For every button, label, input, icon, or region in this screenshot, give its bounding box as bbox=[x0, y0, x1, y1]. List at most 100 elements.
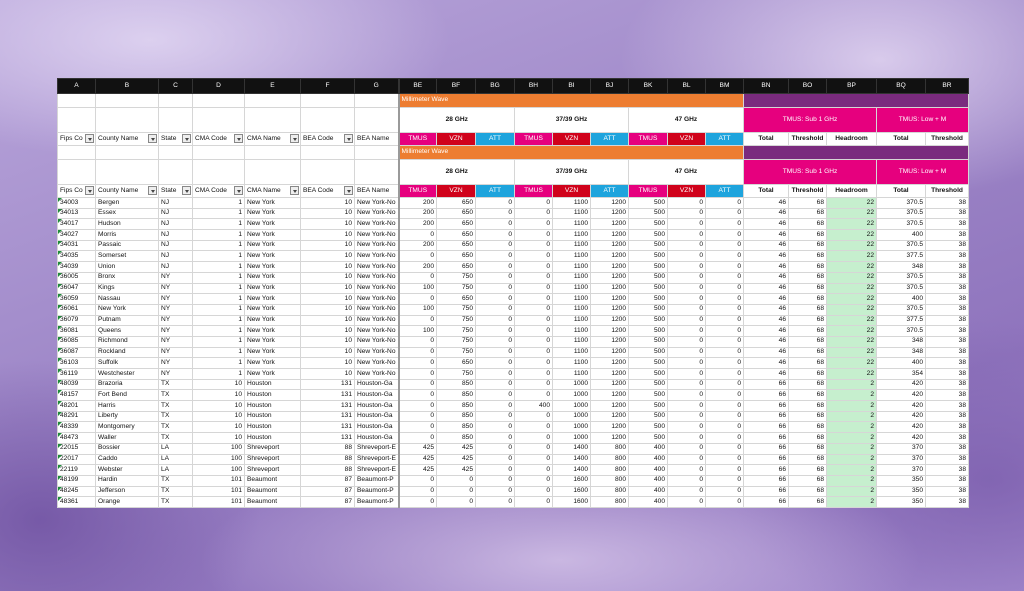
data-row: 34035 Somerset NJ 1 New York 10 New York-No 0 65… bbox=[57, 250, 969, 263]
data-cell: 1000 bbox=[552, 432, 591, 444]
blank-cell bbox=[354, 93, 400, 108]
column-letter: BN bbox=[743, 78, 789, 94]
data-cell: 66 bbox=[743, 410, 789, 423]
data-cell: 10 bbox=[300, 282, 355, 295]
data-cell: 370.5 bbox=[876, 325, 926, 337]
data-cell: 87 bbox=[300, 496, 355, 508]
data-cell: 36061 bbox=[57, 303, 96, 316]
data-cell: 0 bbox=[514, 496, 553, 508]
data-cell: 68 bbox=[788, 229, 827, 241]
data-cell: 400 bbox=[628, 485, 668, 498]
data-cell: 850 bbox=[436, 432, 476, 444]
data-cell: 354 bbox=[876, 368, 926, 380]
data-cell: 2 bbox=[826, 378, 877, 391]
data-cell: 48473 bbox=[57, 432, 96, 444]
data-cell: 0 bbox=[667, 207, 706, 220]
data-cell: 0 bbox=[705, 271, 744, 284]
filter-button[interactable] bbox=[290, 186, 299, 195]
data-cell: 10 bbox=[300, 229, 355, 241]
filter-button[interactable] bbox=[234, 134, 243, 143]
filter-button[interactable] bbox=[182, 134, 191, 143]
data-cell: 850 bbox=[436, 378, 476, 391]
data-cell: 1200 bbox=[590, 335, 629, 348]
data-cell: NY bbox=[158, 357, 193, 369]
data-cell: 0 bbox=[705, 389, 744, 402]
data-cell: 0 bbox=[705, 442, 744, 455]
data-cell: Orange bbox=[95, 496, 159, 508]
data-cell: 650 bbox=[436, 357, 476, 369]
data-cell: 22 bbox=[826, 314, 877, 327]
data-cell: 1 bbox=[192, 261, 245, 273]
data-cell: New York bbox=[244, 282, 301, 295]
data-cell: 420 bbox=[876, 432, 926, 444]
carrier-header: ATT bbox=[705, 184, 744, 198]
data-cell: Essex bbox=[95, 207, 159, 220]
data-cell: New York-No bbox=[354, 207, 400, 220]
filter-button[interactable] bbox=[290, 134, 299, 143]
column-letter: BL bbox=[667, 78, 706, 94]
data-cell: 22 bbox=[826, 346, 877, 359]
filter-button[interactable] bbox=[85, 134, 94, 143]
data-cell: 38 bbox=[925, 218, 969, 231]
data-cell: New York-No bbox=[354, 218, 400, 231]
data-cell: 0 bbox=[475, 496, 515, 508]
data-cell: 0 bbox=[514, 250, 553, 263]
data-cell: 0 bbox=[667, 421, 706, 434]
data-cell: 22 bbox=[826, 250, 877, 263]
data-cell: 0 bbox=[667, 303, 706, 316]
data-cell: New York bbox=[244, 314, 301, 327]
blank-cell bbox=[95, 145, 159, 160]
data-cell: 0 bbox=[514, 346, 553, 359]
data-cell: 10 bbox=[300, 335, 355, 348]
filter-button[interactable] bbox=[148, 134, 157, 143]
data-cell: 46 bbox=[743, 239, 789, 252]
filter-button[interactable] bbox=[85, 186, 94, 195]
data-cell: Hardin bbox=[95, 474, 159, 487]
data-row: 48245 Jefferson TX 101 Beaumont 87 Beaumont-P 0… bbox=[57, 485, 969, 498]
data-cell: 48199 bbox=[57, 474, 96, 487]
data-cell: 1200 bbox=[590, 239, 629, 252]
data-cell: Bergen bbox=[95, 197, 159, 209]
data-cell: 1200 bbox=[590, 303, 629, 316]
data-cell: 46 bbox=[743, 293, 789, 305]
data-cell: 0 bbox=[667, 282, 706, 295]
data-cell: 1100 bbox=[552, 250, 591, 263]
data-cell: 68 bbox=[788, 197, 827, 209]
data-cell: 2 bbox=[826, 400, 877, 412]
band-header: 37/39 GHz bbox=[514, 159, 629, 185]
filter-button[interactable] bbox=[148, 186, 157, 195]
data-cell: 0 bbox=[514, 357, 553, 369]
data-cell: 0 bbox=[705, 453, 744, 466]
filter-button[interactable] bbox=[344, 186, 353, 195]
data-cell: 88 bbox=[300, 464, 355, 476]
data-cell: 1 bbox=[192, 368, 245, 380]
data-cell: 46 bbox=[743, 271, 789, 284]
data-cell: 0 bbox=[667, 261, 706, 273]
data-cell: 0 bbox=[705, 197, 744, 209]
data-cell: 10 bbox=[300, 197, 355, 209]
data-row: 36005 Bronx NY 1 New York 10 New York-No 0 750 0 0… bbox=[57, 271, 969, 284]
data-cell: 34031 bbox=[57, 239, 96, 252]
data-cell: 420 bbox=[876, 378, 926, 391]
data-cell: Morris bbox=[95, 229, 159, 241]
data-cell: 650 bbox=[436, 229, 476, 241]
data-cell: 0 bbox=[667, 464, 706, 476]
data-cell: 0 bbox=[514, 464, 553, 476]
data-cell: New York bbox=[244, 346, 301, 359]
data-cell: 10 bbox=[300, 325, 355, 337]
data-cell: 48291 bbox=[57, 410, 96, 423]
filter-button[interactable] bbox=[344, 134, 353, 143]
data-cell: 68 bbox=[788, 453, 827, 466]
data-cell: 2 bbox=[826, 496, 877, 508]
filter-button[interactable] bbox=[234, 186, 243, 195]
data-cell: 22 bbox=[826, 271, 877, 284]
data-cell: 0 bbox=[475, 368, 515, 380]
column-letter: BQ bbox=[876, 78, 926, 94]
blank-cell bbox=[158, 93, 193, 108]
data-cell: 38 bbox=[925, 325, 969, 337]
field-header: BEA Code bbox=[300, 184, 355, 198]
data-cell: 1600 bbox=[552, 485, 591, 498]
data-cell: 800 bbox=[590, 442, 629, 455]
filter-button[interactable] bbox=[182, 186, 191, 195]
